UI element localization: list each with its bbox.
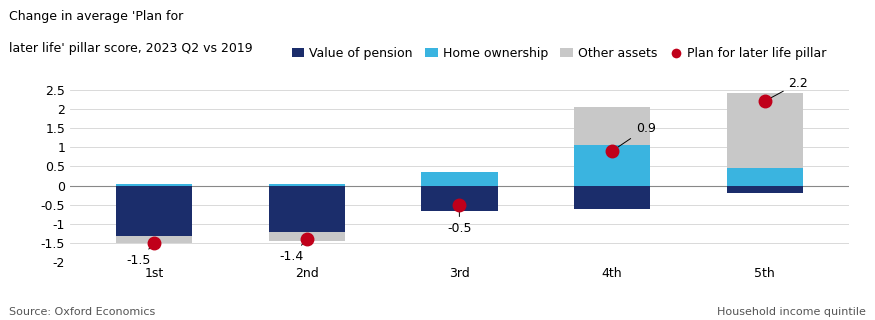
Text: Household income quintile: Household income quintile [718, 307, 866, 317]
Bar [726, 93, 803, 168]
Text: later life' pillar score, 2023 Q2 vs 2019: later life' pillar score, 2023 Q2 vs 201… [9, 42, 252, 55]
Bar [269, 184, 345, 186]
Bar [421, 186, 498, 211]
Legend: Value of pension, Home ownership, Other assets, Plan for later life pillar: Value of pension, Home ownership, Other … [286, 42, 831, 65]
Text: -0.5: -0.5 [447, 208, 472, 235]
Bar [421, 172, 498, 186]
Bar [726, 168, 803, 186]
Text: Source: Oxford Economics: Source: Oxford Economics [9, 307, 155, 317]
Bar [574, 186, 650, 209]
Text: -1.4: -1.4 [279, 242, 304, 263]
Bar [116, 236, 192, 243]
Bar [269, 232, 345, 241]
Bar [726, 186, 803, 193]
Text: -1.5: -1.5 [127, 245, 152, 267]
Bar [574, 107, 650, 145]
Text: 2.2: 2.2 [767, 76, 808, 100]
Text: Change in average 'Plan for: Change in average 'Plan for [9, 10, 183, 23]
Bar [574, 145, 650, 186]
Text: 0.9: 0.9 [614, 122, 655, 149]
Bar [116, 186, 192, 236]
Bar [116, 184, 192, 186]
Bar [269, 186, 345, 232]
